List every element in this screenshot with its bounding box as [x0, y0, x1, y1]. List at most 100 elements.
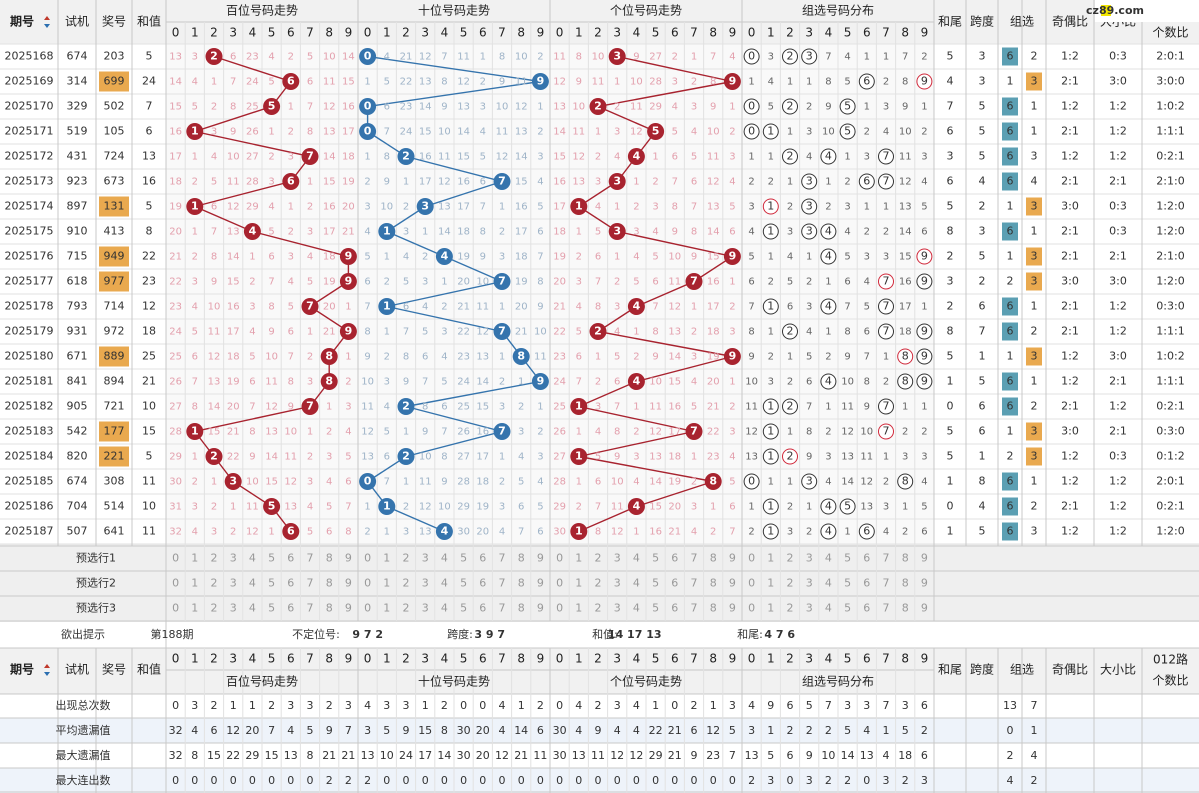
- miss-value: 27: [246, 152, 259, 163]
- miss-value: 10: [611, 477, 624, 488]
- group-hit: [858, 523, 875, 540]
- prize: 641: [104, 525, 125, 538]
- miss-value: 23: [707, 452, 720, 463]
- group-hit: [762, 198, 779, 215]
- miss-value: 3: [729, 327, 735, 338]
- miss-value: 1: [768, 477, 774, 488]
- hit-ball: [608, 173, 626, 190]
- stat-value: 8: [191, 749, 198, 762]
- miss-value: 18: [169, 177, 182, 188]
- preselect-digit: 4: [441, 602, 448, 615]
- miss-value: 2: [595, 152, 601, 163]
- miss-value: 1: [403, 477, 409, 488]
- prize: 721: [104, 400, 125, 413]
- header-digit: 7: [306, 652, 314, 666]
- miss-value: 21: [515, 327, 528, 338]
- miss-value: 10: [649, 377, 662, 388]
- miss-value: 5: [192, 327, 198, 338]
- miss-value: 5: [672, 127, 678, 138]
- stat-value: 21: [514, 749, 528, 762]
- miss-value: 14: [668, 352, 681, 363]
- miss-value: 2: [192, 252, 198, 263]
- miss-value: 3: [480, 102, 486, 113]
- miss-value: 3: [883, 102, 889, 113]
- miss-value: 1: [691, 452, 697, 463]
- miss-value: 8: [652, 327, 658, 338]
- miss-value: 3: [268, 177, 274, 188]
- miss-value: 9: [499, 77, 505, 88]
- stat-value: 0: [383, 774, 390, 787]
- miss-value: 4: [729, 452, 735, 463]
- miss-value: 9: [902, 102, 908, 113]
- miss-value: 11: [476, 302, 489, 313]
- preselect-digit: 5: [652, 577, 659, 590]
- miss-value: 7: [384, 477, 390, 488]
- header-digit: 5: [268, 26, 276, 40]
- span: 6: [979, 425, 986, 438]
- miss-value: 23: [457, 352, 470, 363]
- header-digit: 1: [383, 26, 391, 40]
- stat-value: 5: [729, 724, 736, 737]
- hit-number: 1: [191, 425, 199, 438]
- preselect-digit: 1: [191, 552, 198, 565]
- miss-value: 1: [633, 327, 639, 338]
- miss-value: 2: [710, 527, 716, 538]
- group-hit-number: 4: [825, 525, 832, 538]
- stat-value: 8: [307, 749, 314, 762]
- header-period: 期号: [10, 662, 34, 677]
- hit-ball: [378, 498, 396, 515]
- hit-number: 3: [421, 200, 429, 213]
- miss-value: 1: [192, 452, 198, 463]
- stat-value: 3: [844, 699, 851, 712]
- miss-value: 3: [307, 377, 313, 388]
- group-hit-number: 7: [883, 425, 890, 438]
- stat-zuxuan: 7: [1031, 699, 1038, 712]
- preselect-digit: 0: [364, 552, 371, 565]
- section-title: 百位号码走势: [226, 674, 298, 689]
- route: 1:1:1: [1156, 325, 1184, 338]
- miss-value: 1: [806, 77, 812, 88]
- miss-value: 2: [921, 427, 927, 438]
- preselect-digit: 4: [825, 552, 832, 565]
- route: 1:0:2: [1156, 350, 1184, 363]
- miss-value: 5: [691, 152, 697, 163]
- group-hit-number: 4: [825, 250, 832, 263]
- miss-value: 3: [537, 452, 543, 463]
- header-digit: 9: [729, 26, 737, 40]
- hit-number: 4: [249, 225, 257, 238]
- miss-value: 1: [691, 302, 697, 313]
- miss-value: 8: [345, 527, 351, 538]
- miss-value: 9: [268, 327, 274, 338]
- miss-value: 2: [288, 127, 294, 138]
- header-digit: 4: [249, 652, 257, 666]
- miss-value: 4: [576, 302, 582, 313]
- prize: 131: [104, 200, 125, 213]
- hit-number: 4: [441, 525, 449, 538]
- header-digit: 8: [709, 652, 717, 666]
- miss-value: 10: [323, 52, 336, 63]
- group-hit: [839, 98, 856, 115]
- stat-value: 5: [767, 749, 774, 762]
- route: 1:2:0: [1156, 200, 1184, 213]
- miss-value: 6: [268, 252, 274, 263]
- miss-value: 5: [518, 477, 524, 488]
- miss-value: 6: [480, 177, 486, 188]
- miss-value: 2: [576, 252, 582, 263]
- miss-value: 11: [246, 502, 259, 513]
- group-hit: [878, 273, 894, 290]
- group-hit-number: 2: [787, 50, 794, 63]
- hit-number: 1: [575, 450, 583, 463]
- cell-bg: [1002, 122, 1018, 141]
- hit-ball: [627, 298, 645, 315]
- header-digit: 3: [613, 652, 621, 666]
- header-digit: 4: [249, 26, 257, 40]
- miss-value: 16: [649, 527, 662, 538]
- miss-value: 12: [438, 177, 451, 188]
- route: 1:1:1: [1156, 375, 1184, 388]
- group-hit: [743, 473, 760, 490]
- miss-value: 14: [841, 477, 854, 488]
- miss-value: 1: [384, 252, 390, 263]
- route: 1:2:0: [1156, 225, 1184, 238]
- miss-value: 16: [169, 127, 182, 138]
- miss-value: 2: [883, 477, 889, 488]
